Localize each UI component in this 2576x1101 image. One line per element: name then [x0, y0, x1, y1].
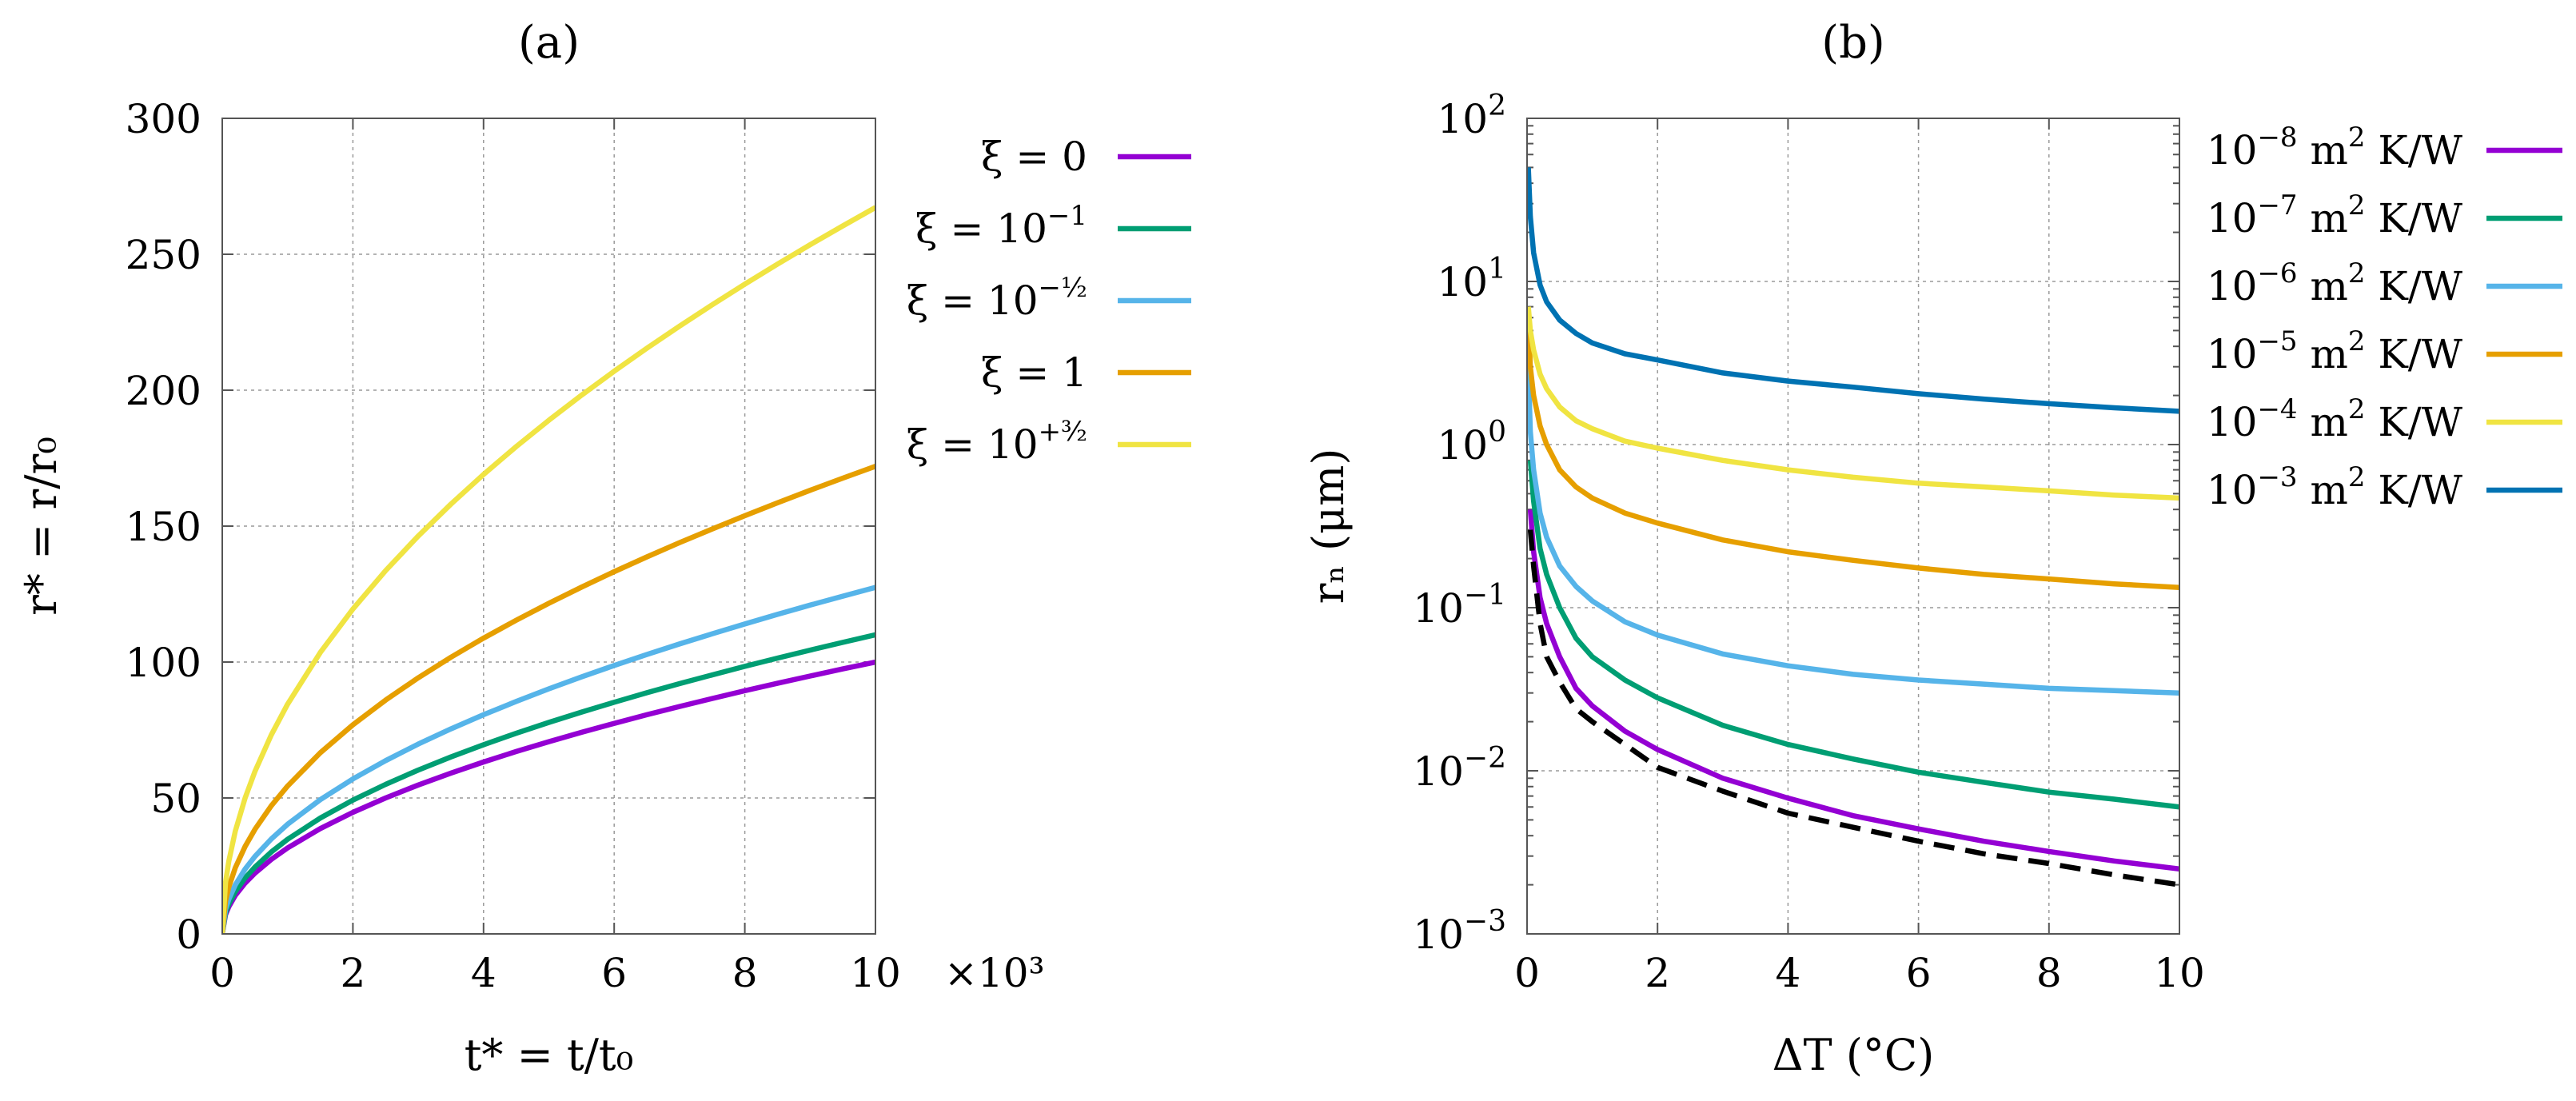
- x-tick-label: 10: [2154, 950, 2205, 996]
- x-tick-label: 4: [1775, 950, 1800, 996]
- x-tick-label: 2: [1645, 950, 1670, 996]
- y-tick-label: 0: [176, 912, 201, 958]
- series-line-b-0: [1527, 509, 2179, 872]
- x-tick-label: 6: [601, 950, 627, 996]
- legend-label-b-2: 10−6 m2 K/W: [2207, 257, 2463, 309]
- plot-frame-b: [1526, 118, 2180, 935]
- x-tick-label: 4: [471, 950, 496, 996]
- legend-label-a-2: ξ = 10−½: [907, 272, 1087, 324]
- legend-label-b-4: 10−4 m2 K/W: [2207, 393, 2463, 445]
- y-tick-label: 100: [1437, 416, 1506, 469]
- y-tick-label: 300: [126, 96, 201, 142]
- x-tick-label: 0: [1514, 950, 1540, 996]
- series-line-b-2: [1527, 366, 2179, 696]
- series-line-b-5: [1527, 167, 2179, 414]
- legend-label-b-3: 10−5 m2 K/W: [2207, 325, 2463, 377]
- legend-label-a-4: ξ = 10+³⁄₂: [907, 416, 1087, 468]
- series-line-b-4: [1527, 306, 2179, 501]
- series-line-a-3: [222, 464, 875, 934]
- series-line-a-2: [222, 584, 875, 934]
- y-axis-label-b: rₙ (μm): [1303, 449, 1354, 604]
- legend-label-a-3: ξ = 1: [981, 349, 1087, 396]
- legend-label-b-5: 10−3 m2 K/W: [2207, 461, 2463, 513]
- y-tick-label: 10−3: [1413, 905, 1506, 958]
- legend-label-b-0: 10−8 m2 K/W: [2207, 122, 2463, 174]
- panel-title-b: (b): [1821, 17, 1885, 69]
- legend-label-a-0: ξ = 0: [981, 134, 1087, 180]
- x-axis-label-a: t* = t/t₀: [465, 1030, 634, 1080]
- x-axis-label-b: ΔT (°C): [1772, 1030, 1935, 1080]
- y-tick-label: 50: [150, 776, 201, 822]
- x-tick-label: 0: [209, 950, 235, 996]
- series-line-a-4: [222, 205, 875, 934]
- x-tick-label: 2: [340, 950, 365, 996]
- plot-frame-a: [221, 118, 876, 935]
- y-tick-label: 100: [126, 640, 201, 686]
- x-axis-multiplier: ×10³: [944, 950, 1045, 996]
- y-tick-label: 150: [126, 504, 201, 550]
- panel-title-a: (a): [518, 17, 580, 69]
- y-tick-label: 250: [126, 232, 201, 278]
- y-tick-label: 10−1: [1413, 579, 1506, 632]
- x-tick-label: 6: [1906, 950, 1932, 996]
- series-line-b-6: [1527, 529, 2179, 888]
- y-tick-label: 101: [1437, 253, 1506, 305]
- legend-label-a-1: ξ = 10−1: [915, 200, 1087, 252]
- y-tick-label: 102: [1437, 90, 1506, 142]
- y-axis-label-a: r* = r/r₀: [16, 437, 66, 616]
- x-tick-label: 8: [732, 950, 758, 996]
- y-tick-label: 200: [126, 368, 201, 414]
- series-line-b-1: [1527, 460, 2179, 810]
- y-tick-label: 10−2: [1413, 742, 1506, 795]
- series-line-a-1: [222, 632, 875, 934]
- series-line-a-0: [222, 659, 875, 934]
- legend-label-b-1: 10−7 m2 K/W: [2207, 189, 2463, 241]
- x-tick-label: 10: [850, 950, 901, 996]
- series-line-b-3: [1527, 317, 2179, 590]
- x-tick-label: 8: [2036, 950, 2062, 996]
